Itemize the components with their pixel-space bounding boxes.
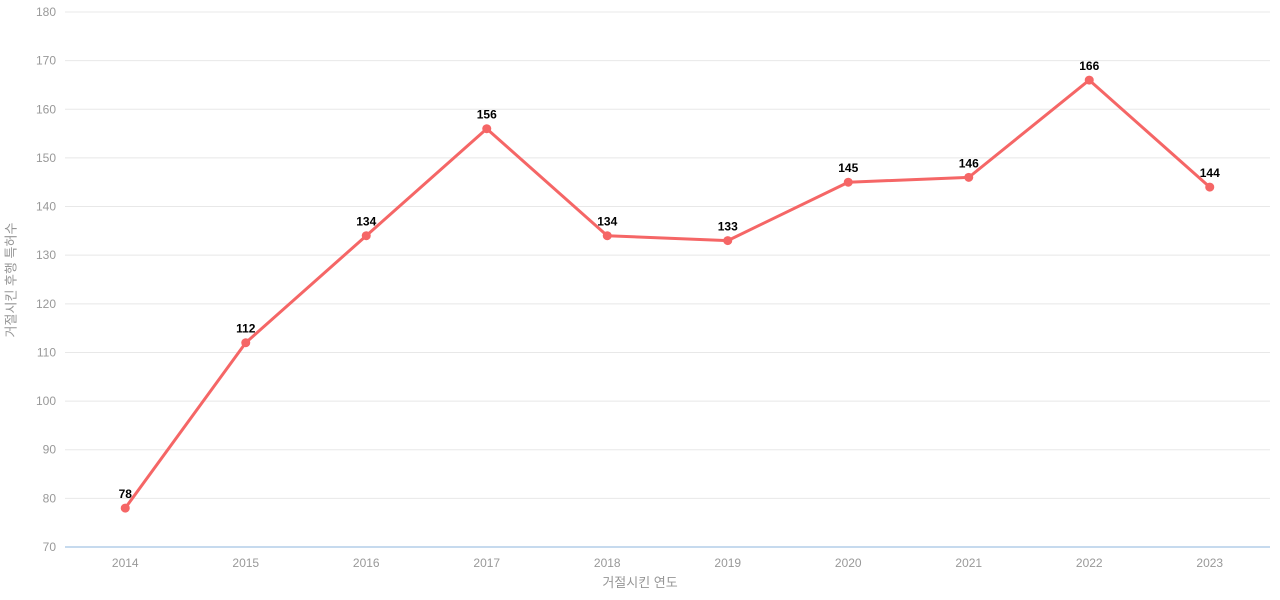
data-point-label: 166: [1079, 59, 1099, 73]
data-point-label: 112: [236, 322, 256, 336]
data-point-marker[interactable]: [241, 338, 251, 348]
x-tick-label: 2023: [1196, 556, 1223, 570]
x-tick-label: 2019: [714, 556, 741, 570]
data-point-label: 78: [119, 487, 133, 501]
y-tick-label: 160: [36, 102, 56, 116]
series-line: [123, 78, 1212, 510]
data-point-marker[interactable]: [723, 236, 733, 246]
data-point-label: 144: [1200, 166, 1220, 180]
y-axis-title: 거절시킨 후행 특허수: [3, 222, 19, 338]
x-tick-label: 2020: [835, 556, 862, 570]
data-point-label: 145: [838, 161, 858, 175]
y-tick-label: 80: [43, 491, 57, 505]
y-tick-label: 110: [37, 345, 56, 359]
data-point-marker[interactable]: [964, 172, 974, 182]
data-point-label: 134: [356, 215, 376, 229]
data-point-label: 134: [597, 215, 617, 229]
y-tick-label: 70: [43, 540, 57, 554]
x-tick-label: 2021: [955, 556, 982, 570]
x-tick-label: 2016: [353, 556, 380, 570]
y-tick-label: 120: [36, 297, 56, 311]
y-tick-label: 100: [36, 394, 56, 408]
x-axis-title: 거절시킨 연도: [602, 575, 678, 590]
data-point-label: 133: [718, 220, 738, 234]
data-point-marker[interactable]: [120, 503, 130, 513]
x-tick-label: 2017: [473, 556, 500, 570]
data-point-marker[interactable]: [843, 177, 853, 187]
y-tick-label: 150: [36, 151, 56, 165]
x-tick-label: 2022: [1076, 556, 1103, 570]
y-tick-label: 140: [36, 200, 56, 214]
y-tick-label: 170: [36, 54, 56, 68]
y-tick-label: 130: [36, 248, 56, 262]
data-point-marker[interactable]: [1084, 75, 1094, 85]
data-point-marker[interactable]: [602, 231, 612, 241]
x-tick-label: 2018: [594, 556, 621, 570]
x-tick-label: 2014: [112, 556, 139, 570]
data-point-label: 156: [477, 108, 497, 122]
data-point-label: 146: [959, 156, 979, 170]
data-point-marker[interactable]: [1205, 182, 1215, 192]
y-tick-label: 180: [36, 5, 56, 19]
x-tick-label: 2015: [232, 556, 259, 570]
data-point-marker[interactable]: [482, 124, 492, 134]
y-tick-label: 90: [43, 443, 57, 457]
data-point-marker[interactable]: [361, 231, 371, 241]
